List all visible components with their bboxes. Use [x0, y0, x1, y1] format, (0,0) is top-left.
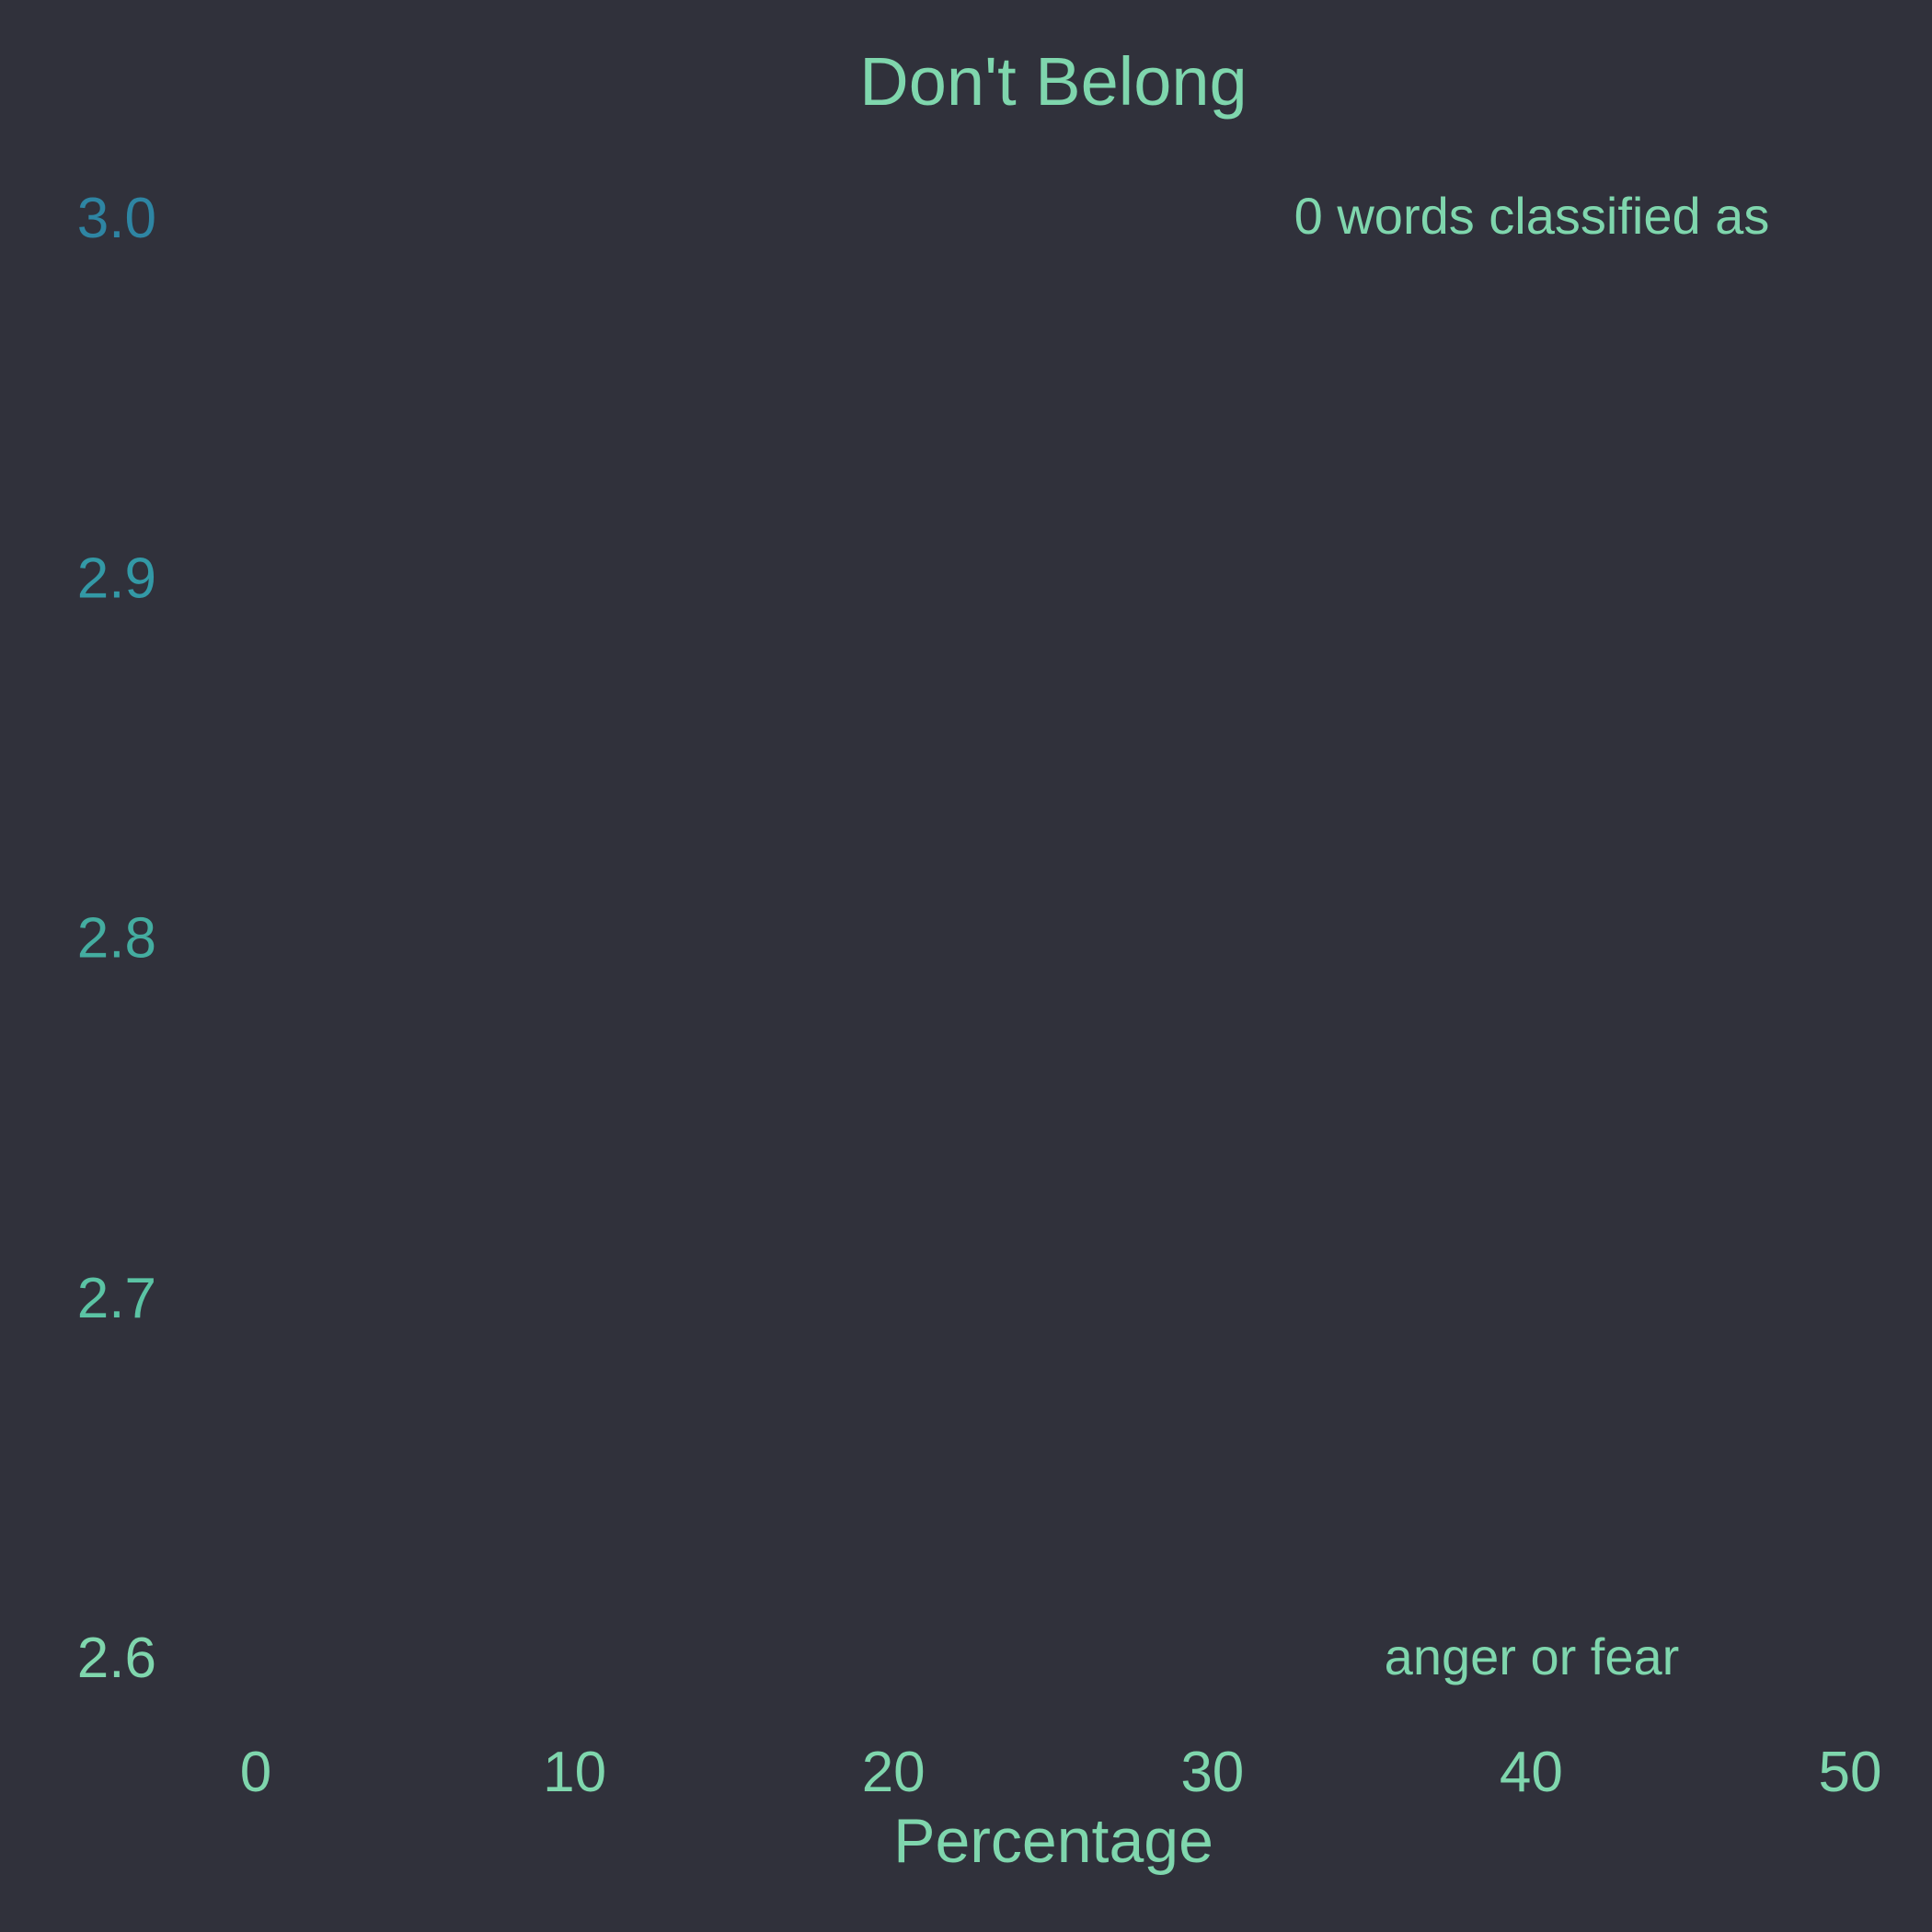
x-tick-label: 50 — [1819, 1741, 1882, 1804]
x-tick-label: 40 — [1500, 1741, 1563, 1804]
annotation-line-2: anger or fear — [1385, 1627, 1680, 1685]
x-tick-label: 20 — [862, 1741, 926, 1804]
annotation-line-1: 0 words classified as — [1294, 187, 1770, 245]
y-tick-label: 2.7 — [77, 1267, 156, 1330]
y-tick-label: 2.8 — [77, 907, 156, 971]
y-tick-label: 3.0 — [77, 187, 156, 250]
y-axis-ticks: 3.0 2.9 2.8 2.7 2.6 — [77, 187, 156, 1690]
x-tick-label: 30 — [1180, 1741, 1244, 1804]
x-tick-label: 10 — [543, 1741, 606, 1804]
x-tick-label: 0 — [240, 1741, 271, 1804]
x-axis-ticks: 0 10 20 30 40 50 — [240, 1741, 1882, 1804]
chart-title: Don't Belong — [859, 43, 1247, 120]
y-tick-label: 2.9 — [77, 546, 156, 610]
x-axis-title: Percentage — [893, 1806, 1213, 1876]
y-tick-label: 2.6 — [77, 1627, 156, 1690]
